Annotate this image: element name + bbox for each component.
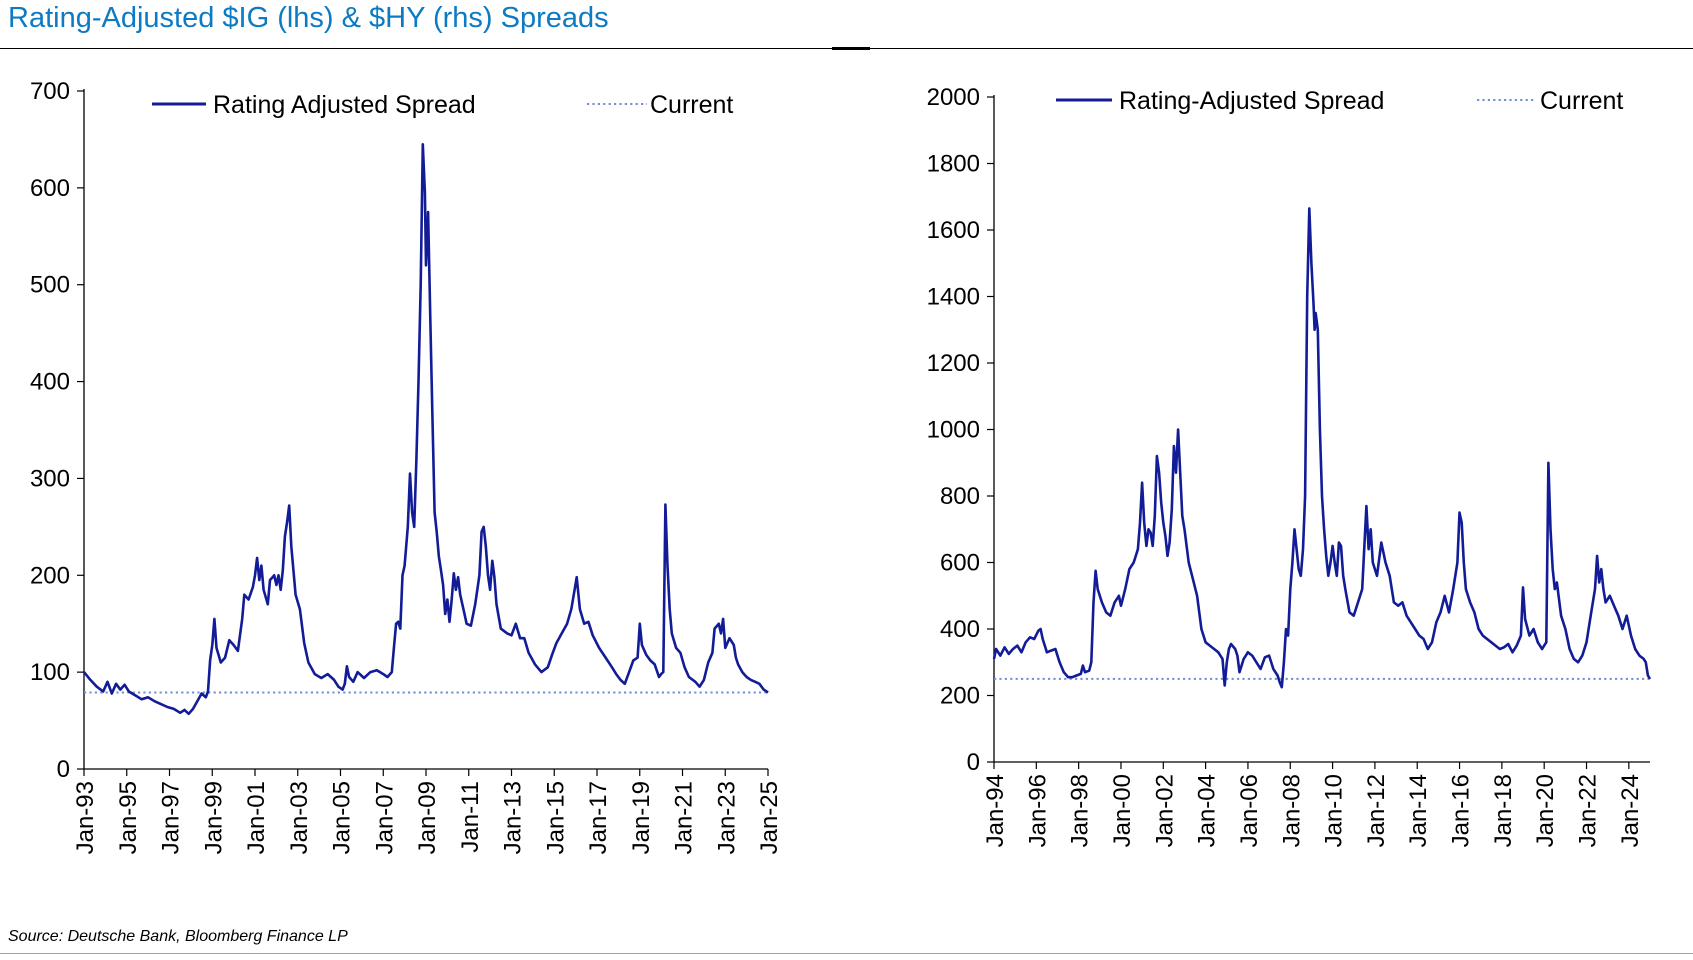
ig-legend: Rating Adjusted Spread Current: [152, 91, 733, 119]
hy-x-tick-label: Jan-08: [1278, 774, 1305, 847]
ig-spread-series-line: [82, 143, 769, 716]
ig-x-tick-label: Jan-13: [500, 781, 527, 854]
ig-x-tick-label: Jan-21: [671, 781, 698, 854]
ig-x-tick-label: Jan-15: [542, 781, 569, 854]
page-title: Rating-Adjusted $IG (lhs) & $HY (rhs) Sp…: [8, 2, 609, 34]
footer-divider: [0, 953, 1693, 954]
ig-x-tick-label: Jan-95: [115, 781, 142, 854]
hy-spread-series-line: [992, 207, 1652, 689]
hy-x-tick-label: Jan-06: [1236, 774, 1263, 847]
hy-x-tick-label: Jan-22: [1575, 774, 1602, 847]
ig-y-ticks: 0 100 200 300 400 500 600 700: [30, 78, 84, 783]
hy-y-tick-label: 2000: [927, 84, 980, 111]
hy-y-tick-label: 200: [940, 683, 980, 710]
hy-y-tick-label: 1200: [927, 350, 980, 377]
ig-x-tick-label: Jan-11: [457, 781, 484, 853]
ig-x-tick-label: Jan-17: [585, 781, 612, 854]
ig-legend-series-label: Rating Adjusted Spread: [213, 91, 476, 119]
hy-x-tick-label: Jan-04: [1194, 774, 1221, 847]
ig-x-tick-label: Jan-19: [628, 781, 655, 854]
ig-x-tick-label: Jan-99: [200, 781, 227, 854]
hy-x-tick-label: Jan-98: [1067, 774, 1094, 847]
hy-y-tick-label: 600: [940, 550, 980, 577]
hy-x-tick-label: Jan-14: [1405, 774, 1432, 847]
title-divider-accent: [832, 47, 870, 50]
ig-x-tick-label: Jan-09: [414, 781, 441, 854]
ig-y-tick-label: 0: [57, 756, 70, 783]
ig-x-ticks: Jan-93 Jan-95 Jan-97 Jan-99 Jan-01 Jan-03 Jan-…: [72, 769, 783, 854]
hy-x-tick-label: Jan-12: [1363, 774, 1390, 847]
hy-legend-series-label: Rating-Adjusted Spread: [1119, 87, 1384, 115]
ig-x-tick-label: Jan-25: [756, 781, 783, 854]
hy-y-tick-label: 1600: [927, 217, 980, 244]
ig-y-tick-label: 200: [30, 562, 70, 589]
hy-y-tick-label: 400: [940, 616, 980, 643]
ig-y-tick-label: 700: [30, 78, 70, 105]
hy-y-tick-label: 1000: [927, 417, 980, 444]
hy-x-tick-label: Jan-94: [982, 774, 1009, 847]
hy-y-ticks: 0 200 400 600 800 1000 1200 1400 1600 1800 2000: [927, 84, 994, 776]
ig-x-tick-label: Jan-97: [158, 781, 185, 854]
hy-y-tick-label: 1400: [927, 284, 980, 311]
ig-y-tick-label: 600: [30, 175, 70, 202]
ig-series: [82, 143, 769, 716]
ig-y-tick-label: 300: [30, 465, 70, 492]
hy-legend: Rating-Adjusted Spread Current: [1056, 87, 1623, 115]
hy-x-tick-label: Jan-24: [1617, 774, 1644, 847]
ig-y-tick-label: 100: [30, 659, 70, 686]
hy-series: [992, 207, 1652, 689]
hy-legend-current-label: Current: [1540, 87, 1623, 115]
hy-spread-chart: 0 200 400 600 800 1000 1200 1400 1600 1800 2000 Ja…: [927, 84, 1652, 847]
ig-axes: [83, 89, 768, 770]
ig-y-tick-label: 500: [30, 272, 70, 299]
hy-x-tick-label: Jan-00: [1109, 774, 1136, 847]
hy-x-tick-label: Jan-18: [1490, 774, 1517, 847]
hy-x-ticks: Jan-94 Jan-96 Jan-98 Jan-00 Jan-02 Jan-04 Jan-…: [982, 762, 1644, 847]
ig-legend-current-label: Current: [650, 91, 733, 119]
ig-x-tick-label: Jan-05: [329, 781, 356, 854]
hy-y-tick-label: 800: [940, 483, 980, 510]
ig-x-tick-label: Jan-23: [713, 781, 740, 854]
ig-y-tick-label: 400: [30, 369, 70, 396]
hy-axes: [993, 95, 1650, 763]
hy-x-tick-label: Jan-16: [1448, 774, 1475, 847]
ig-x-tick-label: Jan-03: [286, 781, 313, 854]
ig-x-tick-label: Jan-07: [371, 781, 398, 854]
hy-y-tick-label: 1800: [927, 151, 980, 178]
hy-x-tick-label: Jan-96: [1024, 774, 1051, 847]
hy-x-tick-label: Jan-10: [1321, 774, 1348, 847]
hy-x-tick-label: Jan-20: [1532, 774, 1559, 847]
source-note: Source: Deutsche Bank, Bloomberg Finance…: [8, 928, 348, 945]
ig-x-tick-label: Jan-93: [72, 781, 99, 854]
hy-y-tick-label: 0: [967, 749, 980, 776]
ig-x-tick-label: Jan-01: [243, 781, 270, 854]
hy-x-tick-label: Jan-02: [1151, 774, 1178, 847]
